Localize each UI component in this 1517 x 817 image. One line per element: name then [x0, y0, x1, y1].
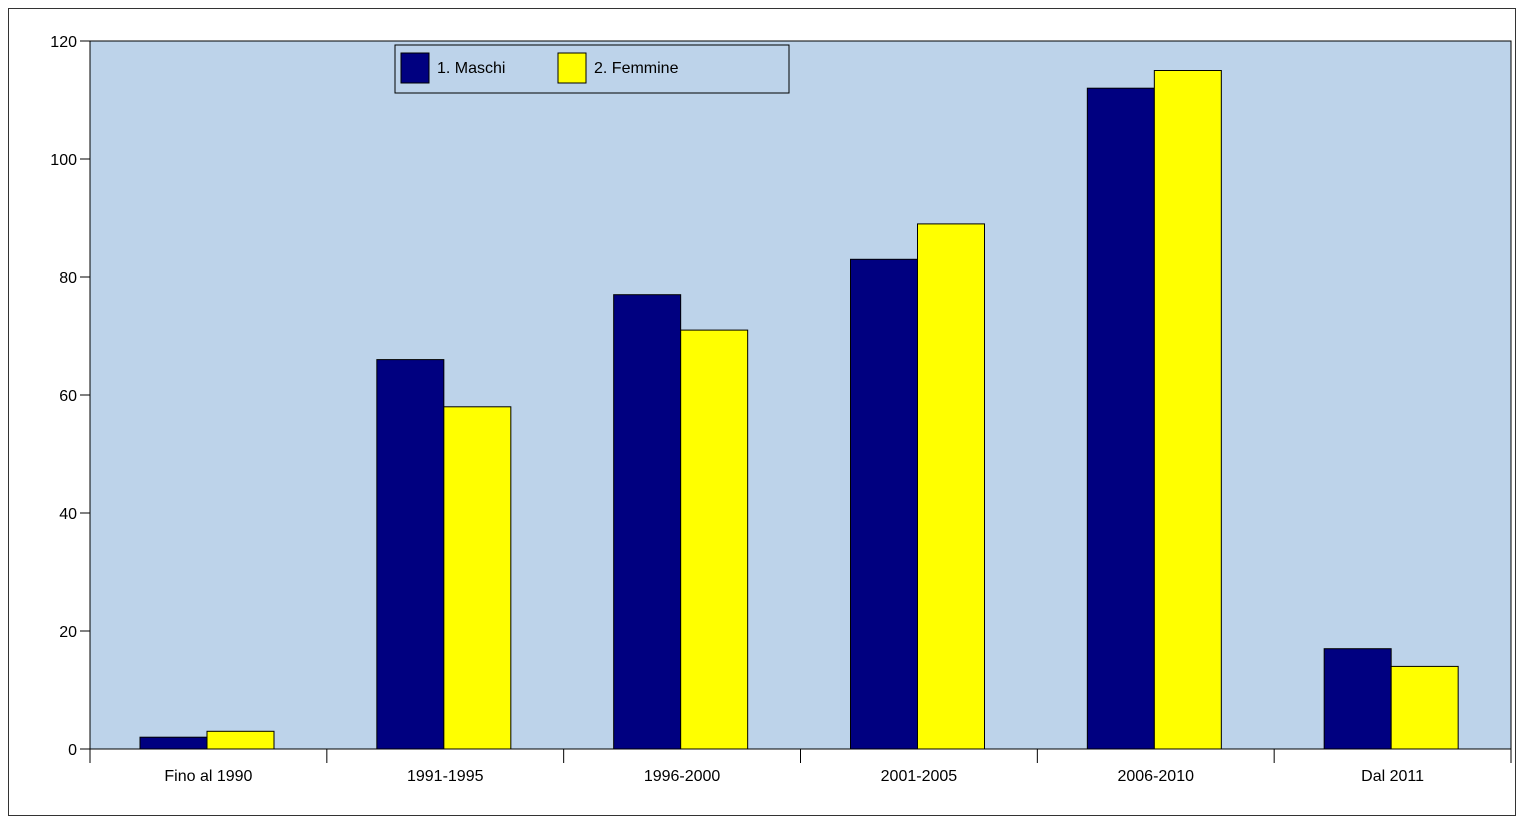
- legend-swatch-maschi: [400, 52, 430, 84]
- bar-maschi-4: [1086, 87, 1155, 750]
- bar-maschi-5: [1323, 648, 1392, 750]
- bar-femmine-2: [680, 329, 749, 750]
- y-tick-label: 40: [59, 506, 77, 523]
- x-tick-label: Dal 2011: [1361, 768, 1424, 785]
- bar-maschi-1: [376, 359, 445, 750]
- bar-femmine-1: [443, 406, 512, 750]
- legend: 1. Maschi 2. Femmine: [394, 44, 790, 94]
- y-tick-label: 80: [59, 270, 77, 287]
- x-tick-label: Fino al 1990: [164, 768, 252, 785]
- x-tick-label: 2001-2005: [881, 768, 958, 785]
- legend-label-femmine: 2. Femmine: [594, 60, 679, 77]
- bar-femmine-4: [1153, 70, 1222, 750]
- bar-femmine-3: [917, 223, 985, 750]
- y-axis: 0 20 40 60 80 100 120: [50, 34, 91, 759]
- y-tick-label: 20: [59, 624, 77, 641]
- y-tick-label: 100: [50, 152, 77, 169]
- legend-box: [394, 44, 790, 94]
- plot-area: [89, 40, 1512, 750]
- bar-maschi-3: [850, 258, 918, 750]
- bar-femmine-0: [206, 730, 275, 750]
- bar-maschi-0: [139, 736, 208, 750]
- x-tick-label: 1991-1995: [407, 768, 484, 785]
- bar-femmine-5: [1390, 665, 1459, 750]
- x-tick-label: 1996-2000: [644, 768, 721, 785]
- y-tick-label: 0: [68, 742, 77, 759]
- legend-label-maschi: 1. Maschi: [437, 60, 505, 77]
- legend-swatch-femmine: [557, 52, 587, 84]
- y-tick-label: 60: [59, 388, 77, 405]
- bar-maschi-2: [613, 294, 682, 750]
- x-tick-label: 2006-2010: [1117, 768, 1194, 785]
- y-tick-label: 120: [50, 34, 77, 51]
- x-axis: Fino al 1990 1991-1995 1996-2000 2001-2005 2…: [89, 748, 1512, 785]
